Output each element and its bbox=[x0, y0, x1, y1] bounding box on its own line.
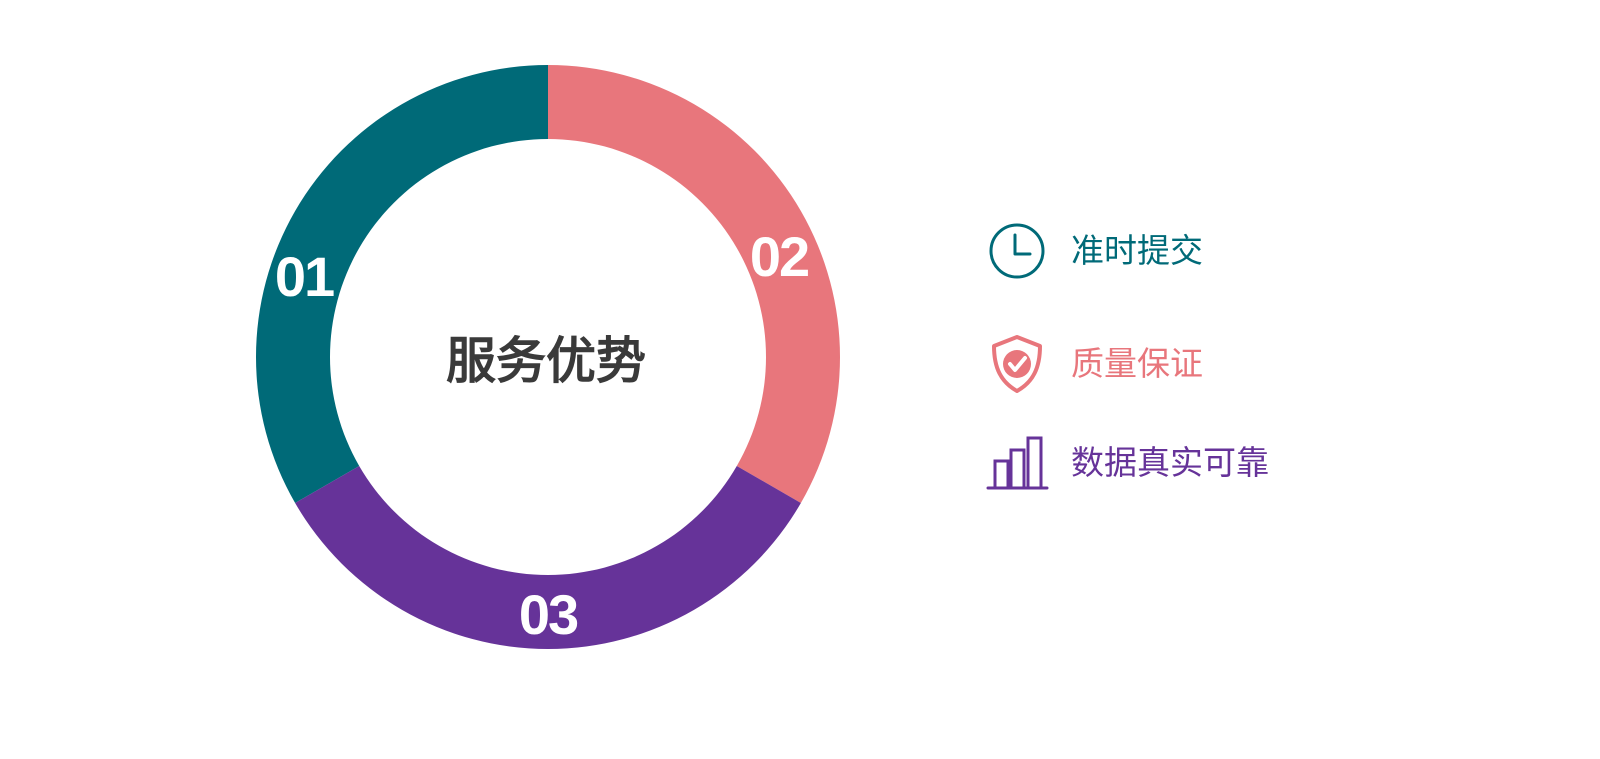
segment-01-arc bbox=[256, 65, 548, 503]
segment-02-arc bbox=[548, 65, 840, 503]
legend-item-quality: 质量保证 bbox=[985, 332, 1203, 396]
center-title: 服务优势 bbox=[446, 332, 646, 390]
legend-item-ontime: 准时提交 bbox=[985, 219, 1203, 283]
legend-item-data: 数据真实可靠 bbox=[985, 431, 1269, 495]
bar-chart-icon bbox=[985, 431, 1049, 495]
legend-label-ontime: 准时提交 bbox=[1071, 231, 1203, 270]
segment-01-number: 01 bbox=[275, 245, 334, 308]
segment-03-number: 03 bbox=[519, 583, 578, 646]
segment-02-number: 02 bbox=[750, 225, 808, 288]
legend-label-data: 数据真实可靠 bbox=[1071, 443, 1269, 482]
segment-03-arc bbox=[295, 466, 801, 649]
legend-label-quality: 质量保证 bbox=[1071, 344, 1203, 383]
shield-check-icon bbox=[985, 332, 1049, 396]
clock-icon bbox=[985, 219, 1049, 283]
